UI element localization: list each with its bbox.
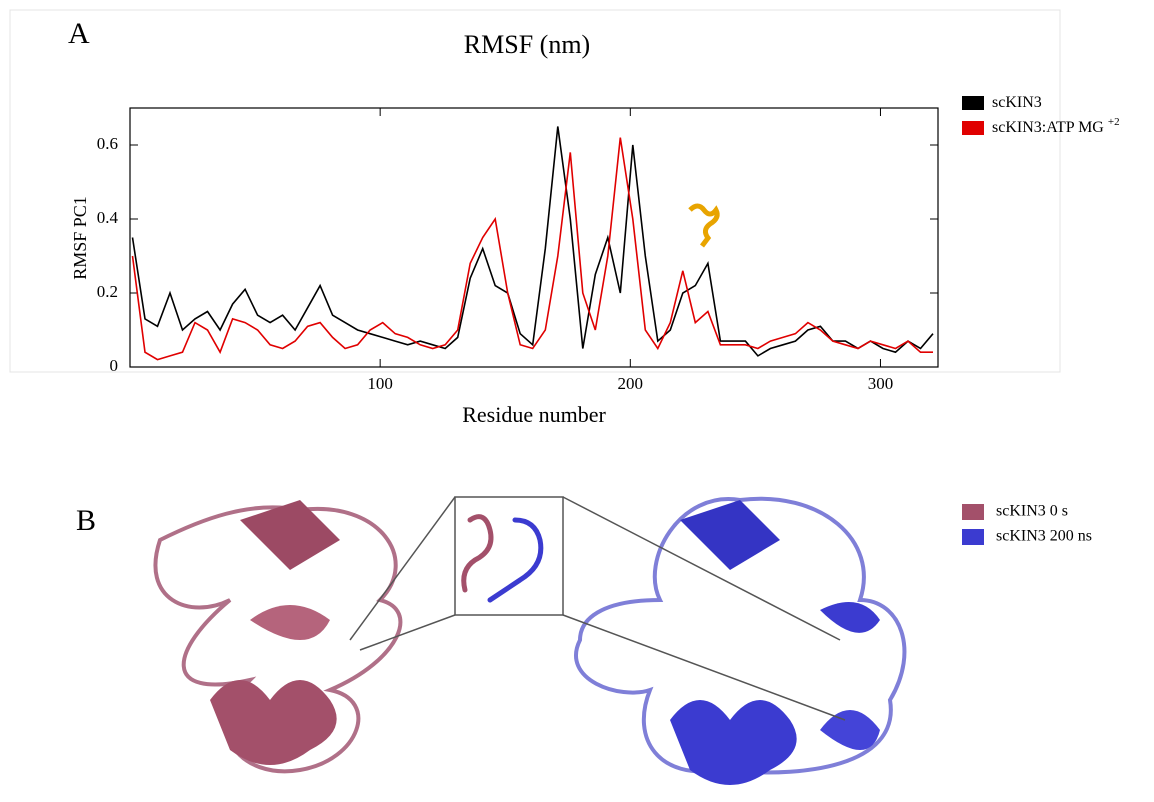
- legend-superscript: +2: [1108, 116, 1120, 128]
- legend-swatch: [962, 504, 984, 520]
- protein-structure: [153, 496, 907, 785]
- y-tick-label: 0: [110, 356, 119, 375]
- legend-swatch: [962, 121, 984, 135]
- plot-frame: [129, 107, 939, 368]
- x-tick-label: 200: [618, 374, 644, 393]
- y-tick-label: 0.4: [97, 208, 119, 227]
- legend-label: scKIN3: [992, 94, 1042, 111]
- panel-frame: [9, 9, 1061, 373]
- legend-label: scKIN3:ATP MG +2: [992, 116, 1120, 136]
- x-axis-label: Residue number: [462, 402, 606, 427]
- legend-swatch: [962, 96, 984, 110]
- legend-swatch: [962, 529, 984, 545]
- data-line: [131, 126, 934, 357]
- panel-label: B: [76, 504, 96, 537]
- legend-text: scKIN3: [992, 94, 1042, 111]
- zoom-box: [349, 496, 846, 721]
- x-tick-label: 300: [868, 374, 894, 393]
- legend-label: scKIN3 0 s: [996, 503, 1068, 520]
- legend-label: scKIN3 200 ns: [996, 528, 1092, 545]
- protein-icon: [688, 203, 720, 248]
- y-tick-label: 0.2: [97, 282, 118, 301]
- panel-label: A: [68, 17, 90, 50]
- chart-title: RMSF (nm): [464, 30, 590, 59]
- y-axis-label: RMSF PC1: [70, 196, 90, 280]
- legend-text: scKIN3:ATP MG: [992, 119, 1104, 136]
- y-tick-label: 0.6: [97, 134, 118, 153]
- x-tick-label: 100: [367, 374, 393, 393]
- data-line: [131, 137, 933, 361]
